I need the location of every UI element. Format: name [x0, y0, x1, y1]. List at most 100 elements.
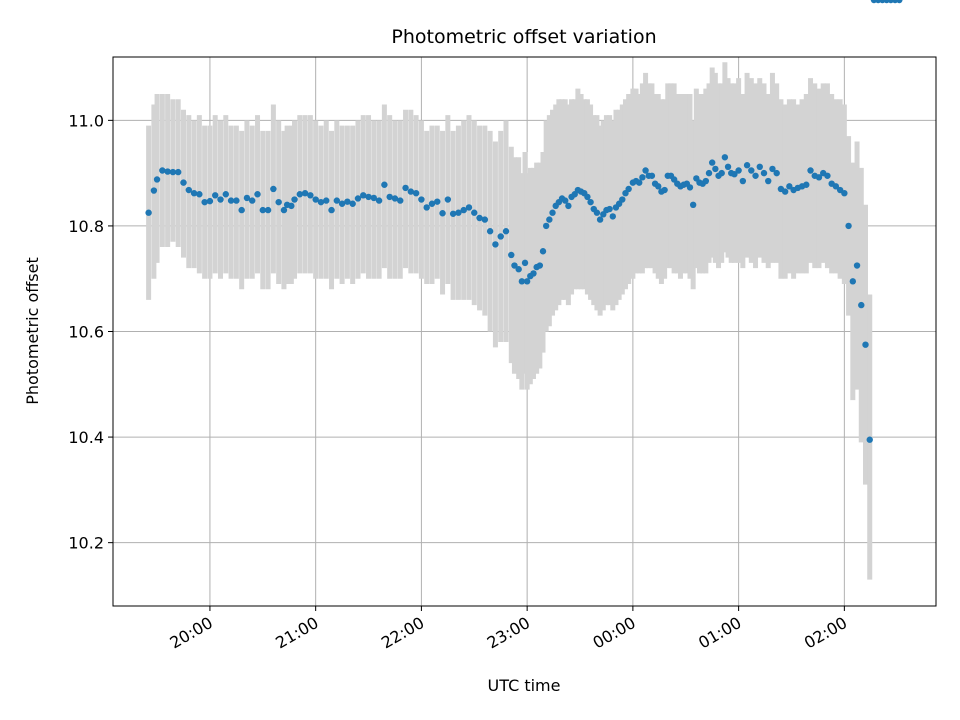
chart-title: Photometric offset variation: [391, 26, 656, 48]
data-point: [481, 216, 489, 223]
data-point: [765, 177, 772, 185]
data-point: [196, 191, 203, 198]
data-point: [786, 183, 793, 190]
data-point: [227, 197, 235, 204]
data-point: [159, 167, 166, 174]
y-tick-label: 10.4: [68, 428, 104, 447]
data-point: [661, 186, 668, 194]
data-point: [724, 163, 732, 170]
data-point: [546, 216, 553, 223]
data-point: [639, 174, 646, 181]
data-point: [705, 169, 713, 177]
y-tick-label: 11.0: [68, 111, 104, 130]
data-point: [686, 184, 694, 191]
data-point: [288, 202, 295, 210]
data-point: [238, 206, 245, 214]
data-point: [530, 270, 537, 277]
x-tick-label: 02:00: [801, 613, 850, 653]
data-point: [449, 210, 457, 217]
data-point: [518, 278, 526, 285]
data-point: [712, 165, 719, 173]
data-point: [689, 201, 697, 209]
data-point: [743, 162, 751, 169]
data-point: [222, 191, 229, 198]
data-point: [145, 209, 152, 216]
data-point: [307, 192, 314, 199]
data-point: [803, 181, 810, 188]
data-point: [375, 197, 383, 204]
data-point: [180, 179, 187, 186]
data-point: [718, 169, 725, 177]
data-point: [752, 172, 759, 179]
data-point: [254, 191, 261, 198]
y-tick-label: 10.2: [68, 534, 104, 553]
data-point: [397, 197, 404, 204]
data-point: [280, 206, 288, 214]
data-point: [465, 204, 473, 211]
data-point: [606, 205, 613, 213]
data-point: [815, 174, 823, 181]
data-point: [562, 197, 569, 204]
data-point: [862, 341, 869, 348]
data-point: [296, 191, 304, 198]
x-tick-label: 01:00: [695, 613, 744, 653]
data-point: [164, 168, 171, 175]
data-point: [201, 198, 208, 206]
data-point: [423, 204, 430, 211]
data-point: [428, 200, 436, 207]
data-point: [625, 185, 632, 193]
data-point: [824, 172, 831, 179]
data-point: [508, 251, 515, 259]
data-point: [845, 222, 852, 230]
data-point: [407, 188, 415, 195]
data-point: [896, 0, 903, 4]
data-point: [349, 200, 356, 207]
data-point: [866, 436, 873, 443]
data-point: [434, 198, 441, 205]
data-point: [731, 170, 738, 178]
data-point: [858, 301, 865, 309]
data-point: [169, 168, 177, 176]
data-point: [175, 168, 182, 176]
data-point: [542, 222, 550, 230]
data-point: [360, 192, 367, 199]
data-point: [323, 197, 330, 204]
x-axis-ticks: 20:00 21:00 22:00 23:00 00:00 01:00 02:00: [166, 606, 850, 653]
data-point: [515, 266, 522, 273]
data-point: [596, 216, 604, 223]
data-point: [217, 196, 224, 203]
data-point: [365, 193, 372, 201]
data-point: [536, 262, 544, 269]
data-point: [354, 195, 362, 202]
data-point: [523, 278, 531, 285]
data-points: [145, 0, 903, 443]
data-point: [185, 186, 192, 194]
data-point: [769, 165, 776, 173]
data-point: [418, 196, 425, 203]
data-point: [849, 278, 857, 285]
data-point: [807, 167, 814, 174]
data-point: [259, 206, 266, 214]
data-point: [291, 196, 298, 203]
data-point: [702, 177, 710, 185]
data-point: [249, 197, 256, 204]
data-point: [439, 210, 446, 217]
data-point: [333, 197, 341, 204]
data-point: [502, 228, 510, 235]
x-tick-label: 22:00: [378, 613, 427, 653]
data-point: [497, 233, 504, 240]
x-axis-label: UTC time: [488, 676, 561, 695]
y-tick-label: 10.6: [68, 323, 104, 342]
data-point: [619, 196, 626, 203]
data-point: [344, 198, 351, 205]
data-point: [492, 241, 499, 248]
data-point: [511, 262, 518, 269]
data-point: [233, 197, 240, 204]
data-point: [243, 194, 251, 202]
data-point: [773, 169, 780, 177]
data-point: [206, 197, 214, 205]
data-point: [593, 209, 601, 216]
data-point: [841, 189, 848, 197]
x-tick-label: 23:00: [484, 613, 533, 653]
data-point: [476, 214, 483, 222]
